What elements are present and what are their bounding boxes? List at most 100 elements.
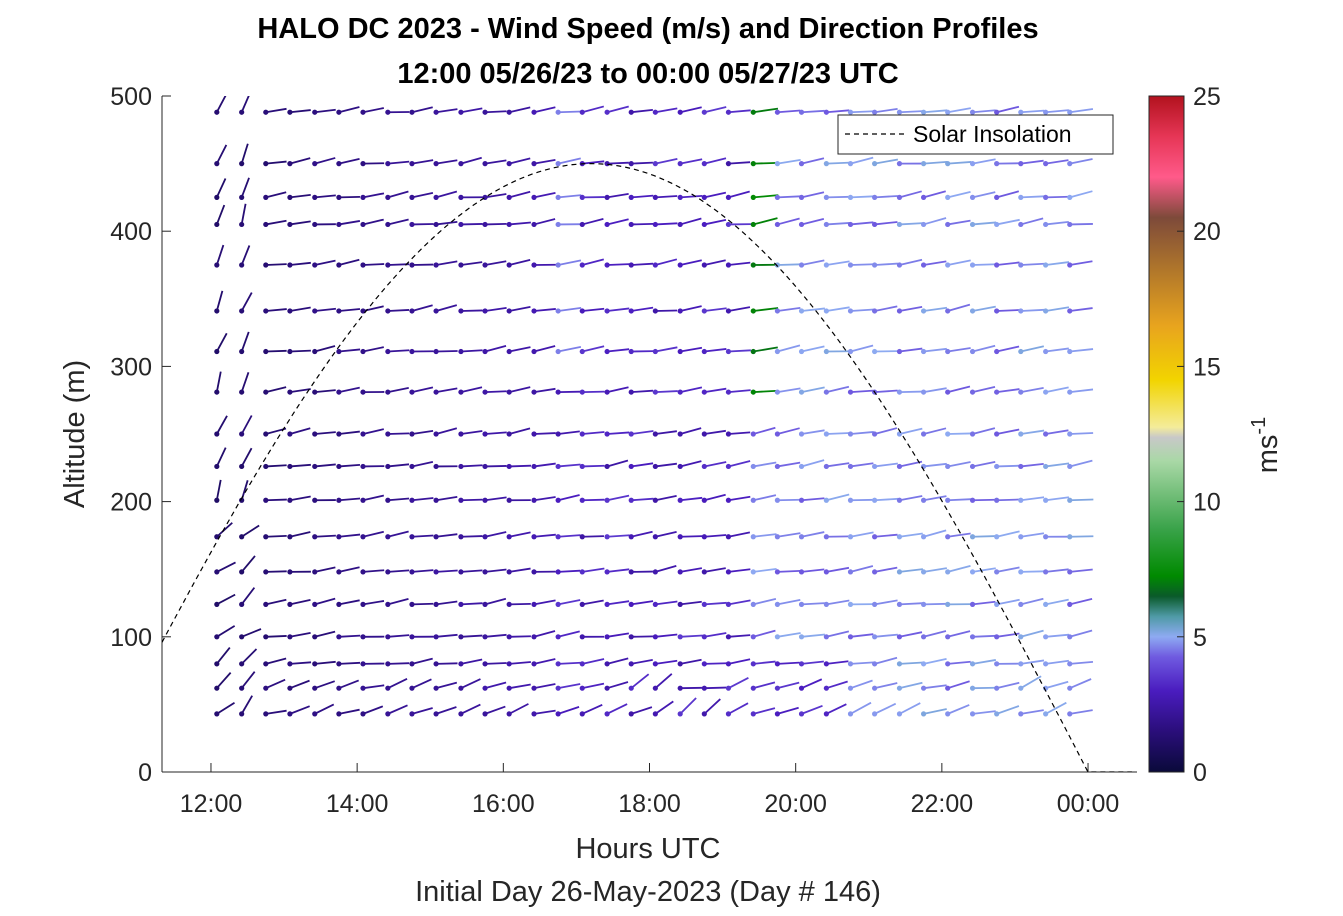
wind-barb-dot [1067,634,1072,639]
wind-barb-dot [287,349,292,354]
wind-barb-dot [1067,195,1072,200]
x-tick-label: 20:00 [764,790,827,818]
wind-barb-dot [385,661,390,666]
wind-barb-dot [336,661,341,666]
wind-barb-dot [409,686,414,691]
wind-barb-dot [945,686,950,691]
wind-barb-dot [678,308,683,313]
wind-barb [997,466,1020,467]
wind-barb-dot [433,308,438,313]
wind-barb-dot [848,308,853,313]
wind-barb-dot [1067,464,1072,469]
wind-barb [461,224,483,225]
wind-barb-dot [848,534,853,539]
wind-barb-dot [458,661,463,666]
wind-barb-dot [263,534,268,539]
wind-barb-dot [312,711,317,716]
wind-barb-dot [678,634,683,639]
wind-barb-dot [726,686,731,691]
wind-barb-dot [507,431,512,436]
wind-barb-dot [458,498,463,503]
x-axis-label: Hours UTC [575,833,720,865]
wind-barb-dot [799,262,804,267]
wind-barb-dot [921,389,926,394]
wind-barb-dot [653,431,658,436]
wind-barb-dot [336,569,341,574]
wind-barb-dot [775,110,780,115]
wind-barb [728,350,750,351]
wind-barb-dot [458,161,463,166]
wind-barb-dot [458,534,463,539]
wind-barb-dot [751,110,756,115]
wind-barb [899,392,922,393]
wind-barb-dot [312,634,317,639]
wind-barb-dot [678,711,683,716]
wind-barb-dot [482,602,487,607]
wind-barb [704,663,726,664]
wind-barb-dot [239,661,244,666]
wind-barb-dot [653,661,658,666]
wind-barb-dot [580,349,585,354]
wind-barb-dot [385,349,390,354]
wind-barb [1021,571,1044,572]
wind-barb-dot [653,634,658,639]
wind-barb-dot [872,222,877,227]
wind-barb-dot [775,634,780,639]
wind-barb-dot [994,308,999,313]
wind-barb-dot [629,222,634,227]
wind-barb-dot [507,161,512,166]
wind-barb [948,499,971,500]
wind-barb-dot [897,464,902,469]
wind-barb-dot [653,498,658,503]
wind-barb-dot [605,195,610,200]
wind-barb-dot [678,389,683,394]
wind-barb-dot [605,262,610,267]
wind-barb-dot [239,634,244,639]
wind-barb [461,465,483,466]
wind-barb-dot [945,262,950,267]
wind-barb-dot [1043,195,1048,200]
wind-barb-dot [702,634,707,639]
wind-barb-dot [556,634,561,639]
wind-barb-dot [653,262,658,267]
wind-barb [582,500,604,501]
wind-barb-dot [702,195,707,200]
wind-barb [655,391,677,392]
wind-barb-dot [360,431,365,436]
wind-barb-dot [336,711,341,716]
wind-barb-dot [458,634,463,639]
wind-barb-dot [556,711,561,716]
wind-barb-dot [433,464,438,469]
wind-barb [558,663,580,664]
wind-barb-dot [312,431,317,436]
wind-barb [388,310,409,311]
wind-barb-dot [336,464,341,469]
wind-barb [339,663,360,664]
wind-barb-dot [751,534,756,539]
wind-barb-dot [751,161,756,166]
wind-barb-dot [653,195,658,200]
wind-barb-dot [263,602,268,607]
wind-barb-dot [994,661,999,666]
wind-barb-dot [482,308,487,313]
wind-barb-dot [775,161,780,166]
wind-barb-dot [848,602,853,607]
wind-barb-dot [556,161,561,166]
wind-barb [850,111,873,112]
wind-barb [899,223,923,224]
wind-barb [485,663,507,664]
wind-barb-dot [482,711,487,716]
wind-barb-dot [360,661,365,666]
wind-barb-dot [678,349,683,354]
wind-barb-dot [263,464,268,469]
wind-barb [558,571,580,572]
wind-barb-dot [214,262,219,267]
wind-barb-dot [921,534,926,539]
wind-barb-dot [702,569,707,574]
wind-barb-dot [482,389,487,394]
wind-barb-dot [360,686,365,691]
wind-barb-dot [263,110,268,115]
wind-barb-dot [580,602,585,607]
wind-barb-dot [824,161,829,166]
wind-barb-dot [605,308,610,313]
